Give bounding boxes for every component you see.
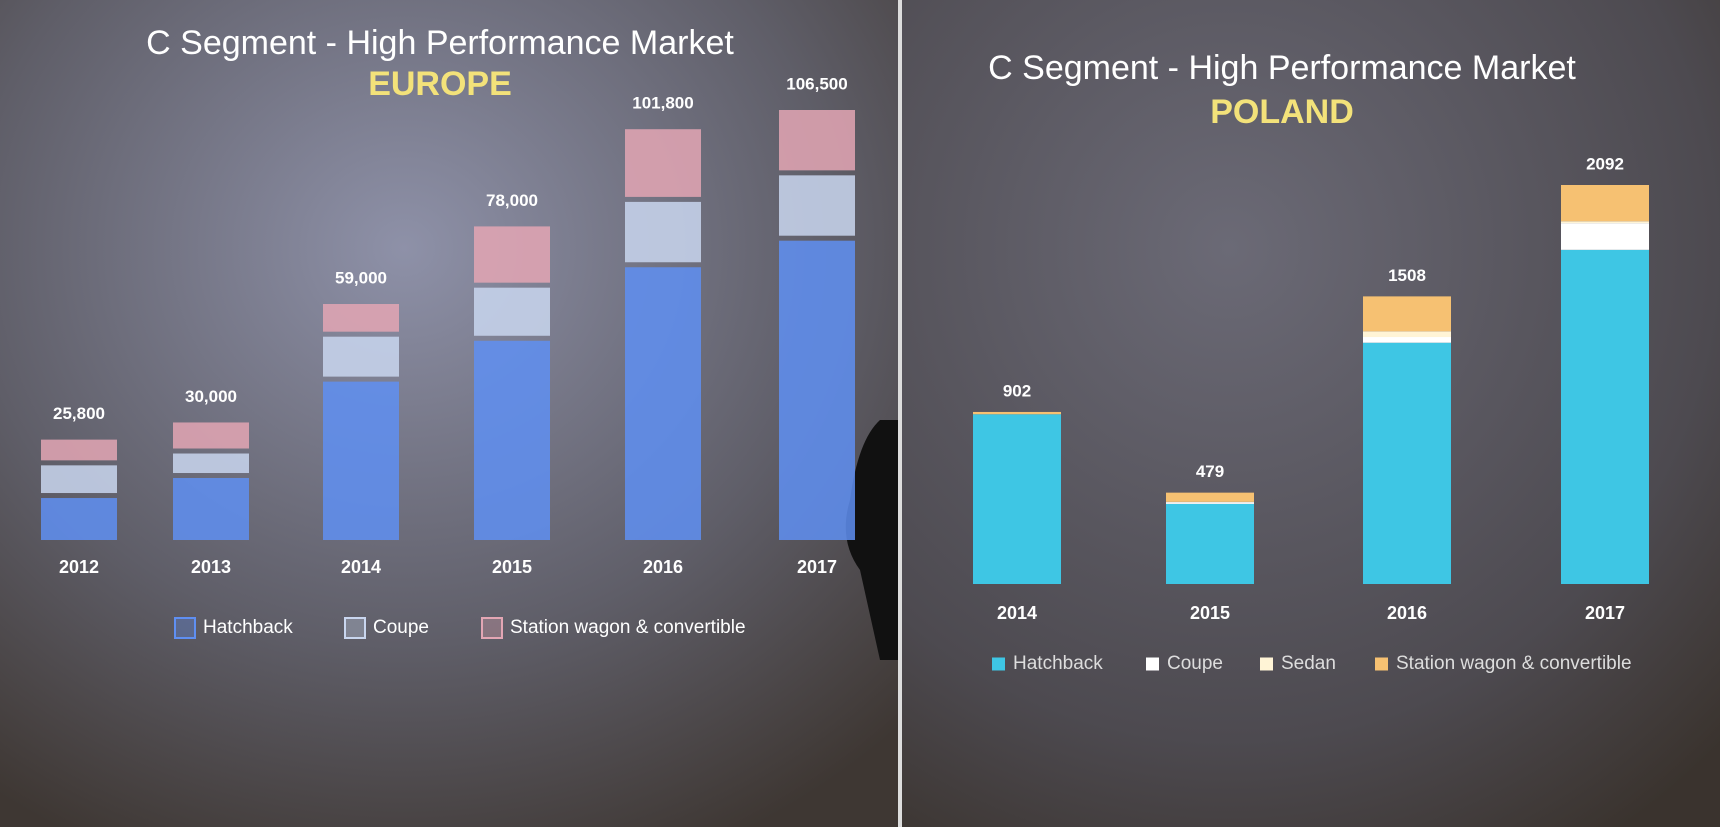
bar-segment	[1166, 502, 1254, 504]
left-screen	[0, 0, 898, 827]
x-tick-label: 2015	[492, 557, 532, 577]
bar-segment	[1363, 342, 1451, 584]
bar-segment	[1363, 331, 1451, 338]
total-label: 106,500	[786, 74, 847, 93]
total-label: 479	[1196, 462, 1224, 481]
legend-label: Station wagon & convertible	[510, 617, 746, 638]
bar-segment	[323, 381, 399, 540]
bar-segment	[1166, 503, 1254, 584]
divider	[898, 0, 902, 827]
bar-segment	[779, 240, 855, 540]
bar-segment	[1166, 492, 1254, 502]
x-tick-label: 2014	[997, 603, 1037, 623]
total-label: 2092	[1586, 154, 1624, 173]
x-tick-label: 2016	[643, 557, 683, 577]
x-tick-label: 2014	[341, 557, 381, 577]
bar-segment	[1363, 296, 1451, 332]
x-tick-label: 2013	[191, 557, 231, 577]
bar-segment	[973, 411, 1061, 415]
legend-swatch	[1375, 657, 1388, 671]
bar-segment	[41, 439, 117, 461]
bar-segment	[625, 267, 701, 540]
legend-label: Hatchback	[203, 617, 293, 638]
x-tick-label: 2015	[1190, 603, 1230, 623]
total-label: 78,000	[486, 191, 538, 210]
bar-segment	[173, 453, 249, 474]
total-label: 902	[1003, 381, 1031, 400]
bar-segment	[625, 129, 701, 197]
total-label: 1508	[1388, 266, 1426, 285]
legend-label: Station wagon & convertible	[1396, 653, 1632, 674]
total-label: 101,800	[632, 94, 693, 113]
bar-segment	[1561, 223, 1649, 250]
x-tick-label: 2016	[1387, 603, 1427, 623]
legend-swatch	[481, 617, 503, 639]
legend-label: Coupe	[373, 617, 429, 638]
bar-segment	[474, 226, 550, 283]
total-label: 25,800	[53, 404, 105, 423]
legend-swatch	[992, 657, 1005, 671]
chart-title: C Segment - High Performance Market	[146, 24, 734, 62]
bar-segment	[625, 201, 701, 263]
bar-segment	[1561, 221, 1649, 224]
legend-label: Hatchback	[1013, 653, 1103, 674]
bar-segment	[973, 414, 1061, 584]
bar-segment	[779, 175, 855, 236]
bar-segment	[323, 336, 399, 377]
bar-segment	[779, 110, 855, 171]
bar-segment	[173, 422, 249, 449]
x-tick-label: 2017	[1585, 603, 1625, 623]
legend-label: Sedan	[1281, 653, 1336, 674]
legend-swatch	[1146, 657, 1159, 671]
bar-segment	[1561, 249, 1649, 584]
x-tick-label: 2017	[797, 557, 837, 577]
total-label: 30,000	[185, 387, 237, 406]
bar-segment	[474, 340, 550, 540]
bar-segment	[1561, 185, 1649, 222]
bar-segment	[41, 465, 117, 494]
bar-segment	[41, 498, 117, 540]
legend-label: Coupe	[1167, 653, 1223, 674]
legend-swatch	[174, 617, 196, 639]
chart-subtitle: EUROPE	[368, 65, 512, 103]
presenter-silhouette	[845, 420, 898, 660]
x-tick-label: 2012	[59, 557, 99, 577]
chart-title: C Segment - High Performance Market	[988, 49, 1576, 87]
chart-subtitle: POLAND	[1210, 93, 1354, 131]
bar-segment	[1363, 337, 1451, 343]
total-label: 59,000	[335, 268, 387, 287]
bar-segment	[173, 478, 249, 540]
legend-swatch	[1260, 657, 1273, 671]
bar-segment	[323, 304, 399, 332]
bar-segment	[474, 287, 550, 336]
legend-swatch	[344, 617, 366, 639]
